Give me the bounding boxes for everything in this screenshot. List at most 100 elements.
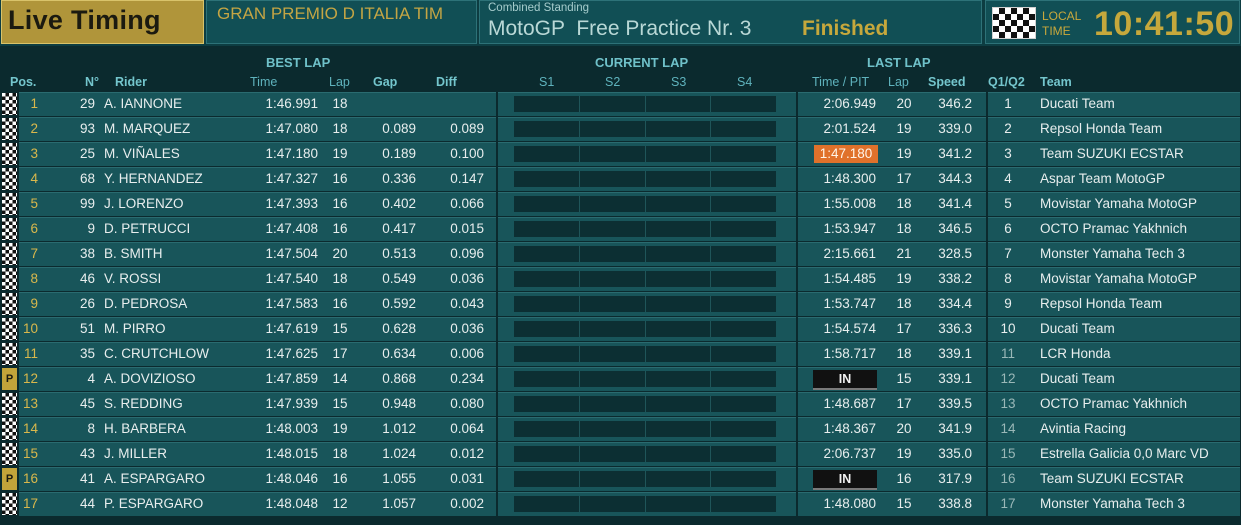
table-row[interactable]: 15 43 J. MILLER 1:48.015 18 1.024 0.012 2:06.73… bbox=[0, 442, 1241, 466]
checkered-flag-icon bbox=[2, 393, 17, 415]
speed: 328.5 bbox=[938, 246, 972, 261]
checkered-flag-icon bbox=[2, 268, 17, 290]
sector-bar bbox=[514, 346, 776, 362]
last-lap-time: 1:48.080 bbox=[823, 496, 876, 511]
q-position: 8 bbox=[1004, 271, 1012, 286]
row-bg-team bbox=[1036, 217, 1240, 241]
q-position: 13 bbox=[1000, 396, 1016, 411]
row-bg-q bbox=[988, 217, 1036, 241]
row-bg-pos bbox=[19, 492, 45, 516]
row-bg-last bbox=[798, 317, 986, 341]
team-name: Repsol Honda Team bbox=[1040, 296, 1163, 311]
table-row[interactable]: 17 44 P. ESPARGARO 1:48.048 12 1.057 0.002 1:48… bbox=[0, 492, 1241, 516]
table-row[interactable]: 8 46 V. ROSSI 1:47.540 18 0.549 0.036 1:54.485 1… bbox=[0, 267, 1241, 291]
row-bg-main bbox=[45, 292, 496, 316]
position: 3 bbox=[30, 146, 38, 161]
diff: 0.100 bbox=[450, 146, 484, 161]
team-name: Ducati Team bbox=[1040, 371, 1115, 386]
row-bg-team bbox=[1036, 267, 1240, 291]
best-lap-time: 1:48.015 bbox=[265, 446, 318, 461]
last-lap-number: 19 bbox=[896, 271, 912, 286]
position: 15 bbox=[22, 446, 38, 461]
row-bg-team bbox=[1036, 192, 1240, 216]
checkered-flag-icon bbox=[2, 443, 17, 465]
table-row[interactable]: P 16 41 A. ESPARGARO 1:48.046 16 1.055 0.031 IN 1… bbox=[0, 467, 1241, 491]
table-row[interactable]: 11 35 C. CRUTCHLOW 1:47.625 17 0.634 0.006 1:58… bbox=[0, 342, 1241, 366]
row-bg-main bbox=[45, 442, 496, 466]
last-lap-number: 20 bbox=[896, 96, 912, 111]
row-bg-last bbox=[798, 217, 986, 241]
row-bg-q bbox=[988, 267, 1036, 291]
q-position: 7 bbox=[1004, 246, 1012, 261]
row-bg-main bbox=[45, 117, 496, 141]
table-row[interactable]: 10 51 M. PIRRO 1:47.619 15 0.628 0.036 1:54.574… bbox=[0, 317, 1241, 341]
gap: 1.012 bbox=[382, 421, 416, 436]
q-position: 12 bbox=[1000, 371, 1016, 386]
table-row[interactable]: 13 45 S. REDDING 1:47.939 15 0.948 0.080 1:48.6… bbox=[0, 392, 1241, 416]
best-lap-number: 20 bbox=[332, 246, 348, 261]
col-s3: S3 bbox=[671, 75, 687, 89]
table-row[interactable]: 14 8 H. BARBERA 1:48.003 19 1.012 0.064 1:48.36… bbox=[0, 417, 1241, 441]
checkered-flag-icon bbox=[2, 493, 17, 515]
rider-name: D. PETRUCCI bbox=[104, 221, 191, 236]
gap: 0.628 bbox=[382, 321, 416, 336]
row-bg-last bbox=[798, 267, 986, 291]
best-lap-time: 1:48.046 bbox=[265, 471, 318, 486]
diff: 0.064 bbox=[450, 421, 484, 436]
clock-box: LOCAL TIME 10:41:50 bbox=[985, 0, 1240, 44]
last-lap-group-header: LAST LAP bbox=[867, 55, 931, 70]
row-bg-pos bbox=[19, 342, 45, 366]
row-bg-main bbox=[45, 217, 496, 241]
gap: 0.402 bbox=[382, 196, 416, 211]
speed: 339.1 bbox=[938, 371, 972, 386]
row-bg-pos bbox=[19, 317, 45, 341]
row-bg-pos bbox=[19, 217, 45, 241]
rider-name: B. SMITH bbox=[104, 246, 163, 261]
diff: 0.096 bbox=[450, 246, 484, 261]
last-lap-time-highlight: 1:47.180 bbox=[814, 145, 878, 163]
rider-number: 26 bbox=[79, 296, 95, 311]
best-lap-time: 1:48.003 bbox=[265, 421, 318, 436]
sector-bar bbox=[514, 321, 776, 337]
rider-number: 45 bbox=[79, 396, 95, 411]
rider-number: 51 bbox=[79, 321, 95, 336]
table-row[interactable]: 3 25 M. VIÑALES 1:47.180 19 0.189 0.100 1:47.18… bbox=[0, 142, 1241, 166]
table-row[interactable]: 5 99 J. LORENZO 1:47.393 16 0.402 0.066 1:55.00… bbox=[0, 192, 1241, 216]
best-lap-group-header: BEST LAP bbox=[266, 55, 331, 70]
gap: 1.057 bbox=[382, 496, 416, 511]
best-lap-time: 1:47.408 bbox=[265, 221, 318, 236]
gap: 0.089 bbox=[382, 121, 416, 136]
table-row[interactable]: 6 9 D. PETRUCCI 1:47.408 16 0.417 0.015 1:53.94… bbox=[0, 217, 1241, 241]
table-row[interactable]: 4 68 Y. HERNANDEZ 1:47.327 16 0.336 0.147 1:48.… bbox=[0, 167, 1241, 191]
best-lap-time: 1:47.393 bbox=[265, 196, 318, 211]
diff: 0.036 bbox=[450, 271, 484, 286]
last-lap-time: 1:53.947 bbox=[823, 221, 876, 236]
speed: 344.3 bbox=[938, 171, 972, 186]
sector-bar bbox=[514, 396, 776, 412]
table-row[interactable]: P 12 4 A. DOVIZIOSO 1:47.859 14 0.868 0.234 IN 15… bbox=[0, 367, 1241, 391]
combined-standing-label: Combined Standing bbox=[488, 2, 590, 14]
team-name: Repsol Honda Team bbox=[1040, 121, 1163, 136]
row-bg-main bbox=[45, 317, 496, 341]
row-bg-team bbox=[1036, 92, 1240, 116]
diff: 0.006 bbox=[450, 346, 484, 361]
col-best-time: Time bbox=[250, 75, 278, 89]
last-lap-time: 2:06.737 bbox=[823, 446, 876, 461]
table-row[interactable]: 2 93 M. MARQUEZ 1:47.080 18 0.089 0.089 2:01.52… bbox=[0, 117, 1241, 141]
row-bg-pos bbox=[19, 117, 45, 141]
rider-number: 93 bbox=[79, 121, 95, 136]
col-diff: Diff bbox=[436, 75, 457, 89]
position: 8 bbox=[30, 271, 38, 286]
row-bg-last bbox=[798, 292, 986, 316]
table-row[interactable]: 9 26 D. PEDROSA 1:47.583 16 0.592 0.043 1:53.74… bbox=[0, 292, 1241, 316]
row-bg-main bbox=[45, 417, 496, 441]
q-position: 1 bbox=[1004, 96, 1012, 111]
table-row[interactable]: 1 29 A. IANNONE 1:46.991 18 2:06.949 20 346.2 1 D… bbox=[0, 92, 1241, 116]
gap: 0.513 bbox=[382, 246, 416, 261]
sector-bar bbox=[514, 221, 776, 237]
best-lap-number: 18 bbox=[332, 446, 348, 461]
best-lap-number: 18 bbox=[332, 96, 348, 111]
table-row[interactable]: 7 38 B. SMITH 1:47.504 20 0.513 0.096 2:15.661 2… bbox=[0, 242, 1241, 266]
row-bg-main bbox=[45, 92, 496, 116]
col-s2: S2 bbox=[605, 75, 621, 89]
